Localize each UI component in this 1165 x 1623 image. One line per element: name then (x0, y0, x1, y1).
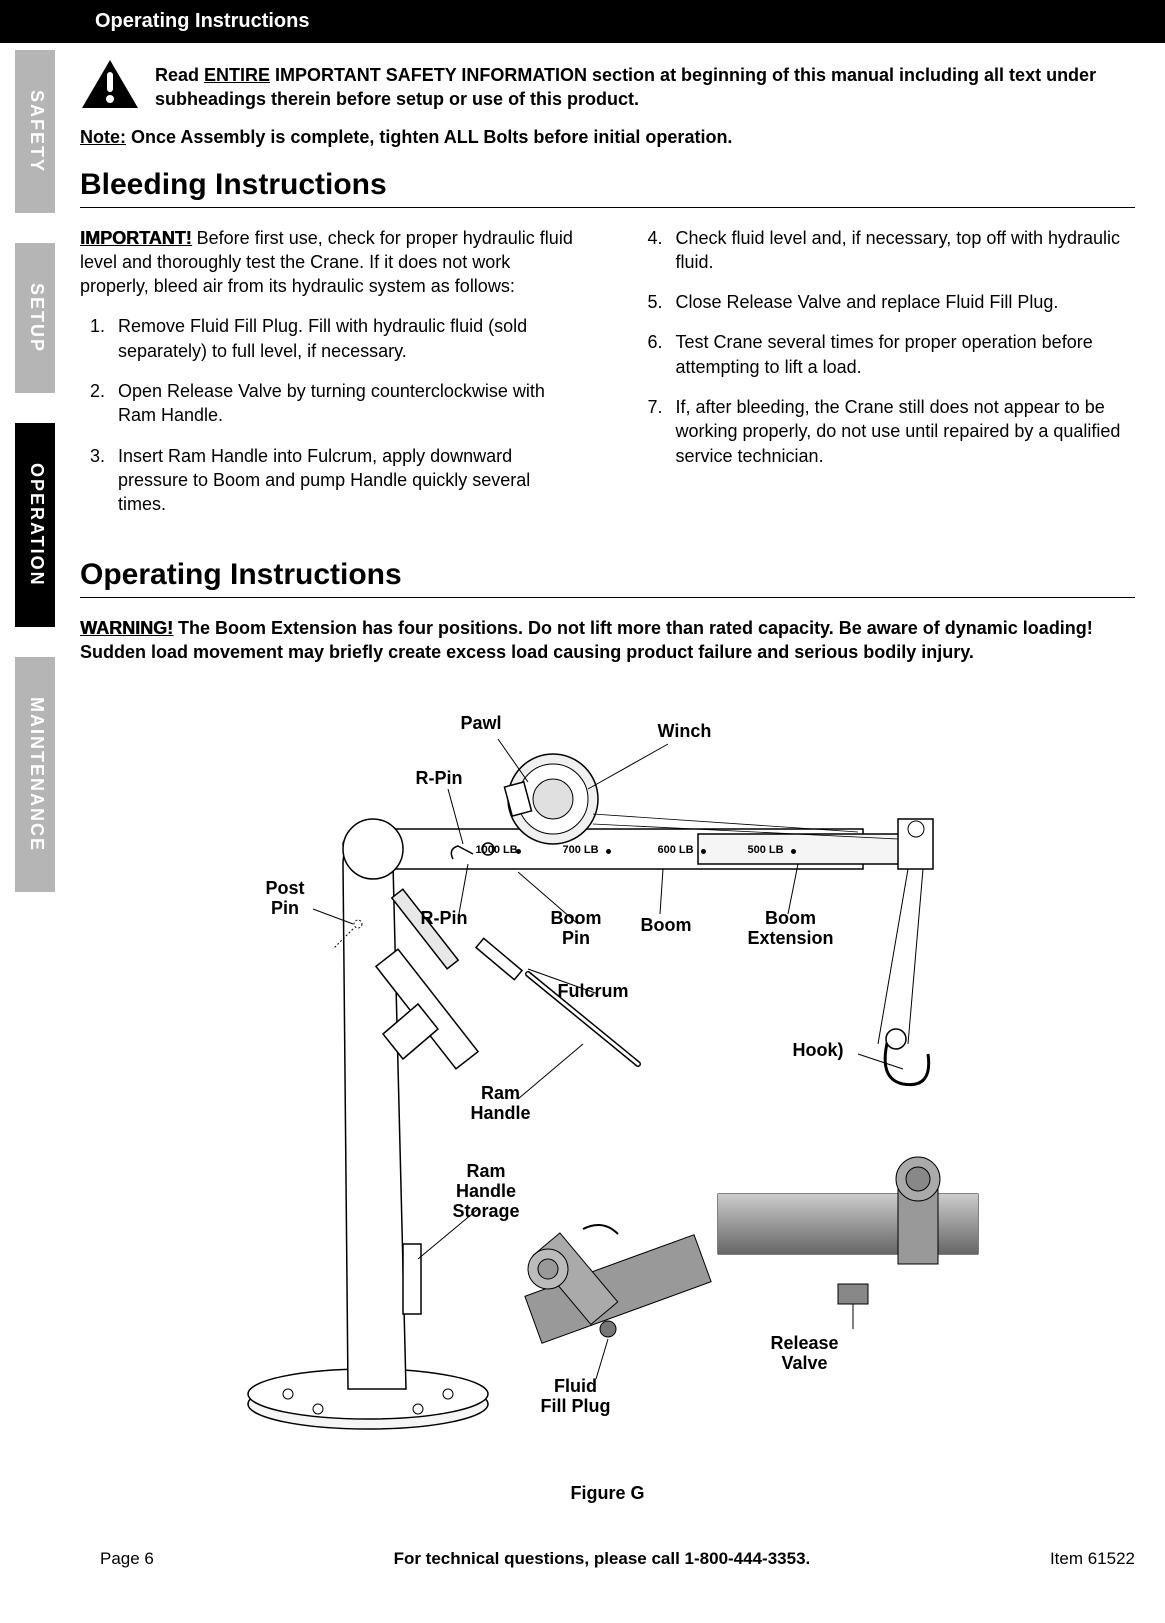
safety-text: Read ENTIRE IMPORTANT SAFETY INFORMATION… (155, 58, 1135, 112)
bleeding-title: Bleeding Instructions (80, 168, 1135, 202)
load-dot (516, 849, 521, 854)
warning-triangle-icon (80, 58, 140, 110)
safety-read-prefix: Read (155, 65, 204, 85)
load-600: 600 LB (658, 844, 694, 856)
important-label: IMPORTANT! (80, 228, 192, 248)
label-pawl: Pawl (461, 714, 502, 734)
safety-entire: ENTIRE (204, 65, 270, 85)
note-label: Note: (80, 127, 126, 147)
label-winch: Winch (658, 722, 712, 742)
safety-read-suffix: IMPORTANT SAFETY INFORMATION section at … (155, 65, 1096, 109)
label-ram-handle-storage: Ram Handle Storage (453, 1162, 520, 1221)
load-500: 500 LB (748, 844, 784, 856)
label-boom-pin: Boom Pin (551, 909, 602, 949)
content-area: Read ENTIRE IMPORTANT SAFETY INFORMATION… (0, 43, 1165, 1539)
load-dot (606, 849, 611, 854)
label-release-valve: Release Valve (771, 1334, 839, 1374)
footer-center: For technical questions, please call 1-8… (394, 1549, 811, 1569)
bleeding-step: Insert Ram Handle into Fulcrum, apply do… (110, 444, 578, 517)
label-rpin1: R-Pin (416, 769, 463, 789)
label-hook: Hook) (793, 1041, 844, 1061)
bleeding-step: Test Crane several times for proper oper… (668, 330, 1136, 379)
label-fulcrum: Fulcrum (558, 982, 629, 1002)
sidebar-tab-maintenance: MAINTENANCE (15, 657, 55, 892)
label-rpin2: R-Pin (421, 909, 468, 929)
crane-diagram: Pawl Winch R-Pin Post Pin R-Pin Boom Pin… (158, 684, 1058, 1504)
safety-notice: Read ENTIRE IMPORTANT SAFETY INFORMATION… (80, 58, 1135, 112)
operating-rule (80, 597, 1135, 598)
bleeding-steps-left: Remove Fluid Fill Plug. Fill with hydrau… (80, 314, 578, 516)
label-boom-ext: Boom Extension (748, 909, 834, 949)
load-dot (701, 849, 706, 854)
sidebar-tab-operation: OPERATION (15, 423, 55, 627)
figure-caption: Figure G (158, 1483, 1058, 1504)
bleeding-rule (80, 207, 1135, 208)
footer-page: Page 6 (100, 1549, 154, 1569)
label-post-pin: Post Pin (266, 879, 305, 919)
note-text: Once Assembly is complete, tighten ALL B… (126, 127, 732, 147)
bleeding-steps-right: Check fluid level and, if necessary, top… (638, 226, 1136, 468)
load-700: 700 LB (563, 844, 599, 856)
sidebar-tab-setup: SETUP (15, 243, 55, 393)
sidebar: SAFETY SETUP OPERATION MAINTENANCE (15, 50, 55, 892)
operating-warning: WARNING! The Boom Extension has four pos… (80, 616, 1135, 665)
footer-item: Item 61522 (1050, 1549, 1135, 1569)
bleeding-step: Close Release Valve and replace Fluid Fi… (668, 290, 1136, 314)
operating-title: Operating Instructions (80, 558, 1135, 592)
bleeding-step: If, after bleeding, the Crane still does… (668, 395, 1136, 468)
assembly-note: Note: Once Assembly is complete, tighten… (80, 127, 1135, 148)
bleeding-step: Check fluid level and, if necessary, top… (668, 226, 1136, 275)
label-fluid-plug: Fluid Fill Plug (541, 1377, 611, 1417)
bleeding-columns: IMPORTANT! Before first use, check for p… (80, 226, 1135, 533)
label-ram-handle: Ram Handle (471, 1084, 531, 1124)
page-footer: Page 6 For technical questions, please c… (0, 1539, 1165, 1589)
load-dot (791, 849, 796, 854)
label-boom: Boom (641, 916, 692, 936)
sidebar-tab-safety: SAFETY (15, 50, 55, 213)
page-header: Operating Instructions (0, 0, 1165, 43)
bleeding-col-right: Check fluid level and, if necessary, top… (638, 226, 1136, 533)
bleeding-col-left: IMPORTANT! Before first use, check for p… (80, 226, 578, 533)
bleeding-step: Remove Fluid Fill Plug. Fill with hydrau… (110, 314, 578, 363)
page-title: Operating Instructions (95, 10, 309, 32)
warning-label: WARNING! (80, 618, 173, 638)
load-1000: 1000 LB (476, 844, 518, 856)
warning-text: The Boom Extension has four positions. D… (80, 618, 1093, 662)
bleeding-step: Open Release Valve by turning counterclo… (110, 379, 578, 428)
